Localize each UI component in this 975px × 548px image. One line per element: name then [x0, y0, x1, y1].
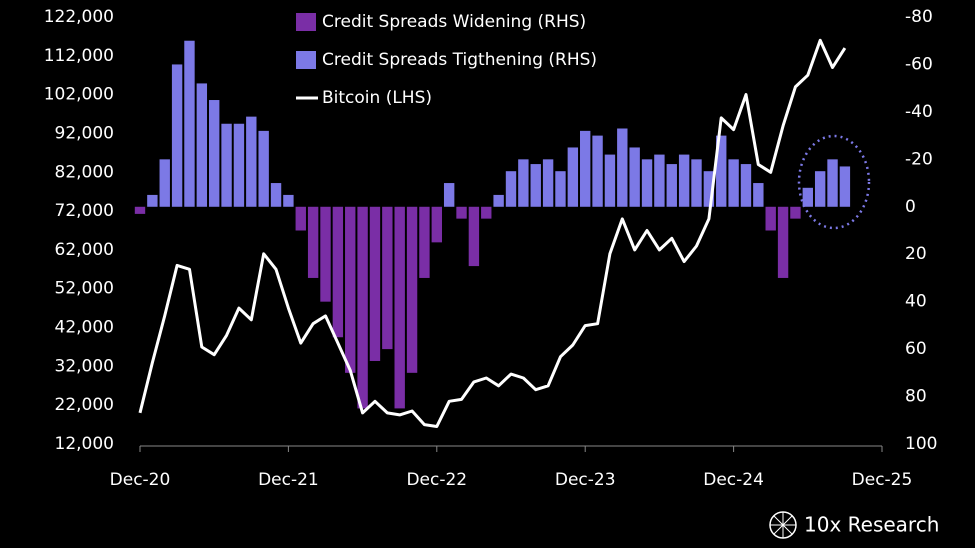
- bar: [666, 164, 677, 207]
- bar: [357, 206, 368, 409]
- x-tick-label: Dec-24: [703, 470, 764, 490]
- y-tick-label: 92,000: [55, 123, 114, 143]
- y-tick-label: 52,000: [55, 279, 114, 299]
- bar: [345, 206, 356, 373]
- bar: [258, 130, 269, 207]
- bar: [592, 135, 603, 207]
- bar: [716, 135, 727, 207]
- bar: [382, 206, 393, 350]
- bar: [580, 130, 591, 207]
- bar: [184, 40, 195, 207]
- legend-swatch: [296, 51, 316, 69]
- bar: [567, 147, 579, 207]
- bar: [839, 166, 851, 207]
- x-tick-label: Dec-23: [555, 470, 616, 490]
- y-tick-label: 12,000: [55, 434, 114, 454]
- bar: [320, 206, 331, 302]
- bar: [604, 154, 616, 207]
- y2-tick-label: -20: [905, 149, 933, 169]
- y-tick-label: 82,000: [55, 162, 114, 182]
- x-tick-label: Dec-22: [406, 470, 467, 490]
- bar: [481, 206, 492, 219]
- y2-tick-label: 80: [905, 387, 927, 407]
- bar: [295, 206, 306, 231]
- legend-label: Bitcoin (LHS): [322, 88, 432, 108]
- y-tick-label: 22,000: [55, 395, 114, 415]
- bar: [765, 206, 776, 231]
- y2-tick-label: -80: [905, 7, 933, 27]
- bar: [147, 194, 158, 207]
- bar: [443, 183, 455, 207]
- bar: [678, 154, 690, 207]
- legend-label: Credit Spreads Tigthening (RHS): [322, 50, 597, 70]
- bar: [419, 206, 430, 278]
- legend-label: Credit Spreads Widening (RHS): [322, 12, 586, 32]
- bar: [777, 206, 789, 278]
- y2-tick-label: 60: [905, 339, 927, 359]
- bar: [394, 206, 405, 409]
- bar: [555, 171, 566, 207]
- y-tick-label: 62,000: [55, 240, 114, 260]
- y-tick-label: 102,000: [44, 85, 114, 105]
- bar: [233, 123, 245, 207]
- x-tick-label: Dec-20: [110, 470, 171, 490]
- bar: [617, 128, 628, 207]
- bar: [790, 206, 801, 219]
- bar: [641, 159, 653, 207]
- bar: [431, 206, 442, 243]
- bar: [654, 154, 665, 207]
- bar: [691, 159, 702, 207]
- bar: [468, 206, 480, 267]
- y-tick-label: 72,000: [55, 201, 114, 221]
- bar: [246, 116, 257, 207]
- bar: [332, 206, 344, 338]
- bar: [505, 171, 517, 207]
- logo: 10x Research: [769, 511, 939, 539]
- bar: [827, 159, 838, 207]
- bar: [728, 159, 739, 207]
- y2-tick-label: 40: [905, 292, 927, 312]
- bar: [159, 159, 170, 207]
- bar: [270, 183, 282, 207]
- bar: [629, 147, 640, 207]
- x-tick-label: Dec-21: [258, 470, 319, 490]
- legend-swatch: [296, 13, 316, 31]
- bar: [406, 206, 418, 373]
- bar: [740, 164, 752, 207]
- bar: [753, 183, 764, 207]
- brand: 10x Research: [804, 513, 939, 537]
- y2-tick-label: 100: [905, 434, 937, 454]
- bar: [456, 206, 467, 219]
- y-tick-label: 122,000: [44, 7, 114, 27]
- logo-icon-lines: [770, 512, 796, 538]
- highlight-ellipse: [797, 134, 871, 230]
- bar: [196, 83, 208, 207]
- bar: [209, 100, 220, 207]
- bar: [802, 187, 813, 207]
- bar: [814, 171, 826, 207]
- y-tick-label: 42,000: [55, 318, 114, 338]
- bar: [134, 206, 146, 214]
- bar: [283, 194, 294, 207]
- bar: [493, 194, 504, 207]
- y-tick-label: 32,000: [55, 356, 114, 376]
- bar: [542, 159, 554, 207]
- y-tick-label: 112,000: [44, 46, 114, 66]
- bar: [171, 64, 183, 207]
- bitcoin-line: [138, 38, 847, 428]
- bar: [221, 123, 232, 207]
- y2-tick-label: -40: [905, 102, 933, 122]
- bar: [530, 164, 541, 207]
- bar: [307, 206, 319, 278]
- y2-tick-label: 20: [905, 244, 927, 264]
- y2-tick-label: 0: [905, 197, 916, 217]
- x-tick-label: Dec-25: [852, 470, 913, 490]
- y2-tick-label: -60: [905, 54, 933, 74]
- bar: [703, 171, 715, 207]
- bar: [369, 206, 381, 361]
- bar: [518, 159, 529, 207]
